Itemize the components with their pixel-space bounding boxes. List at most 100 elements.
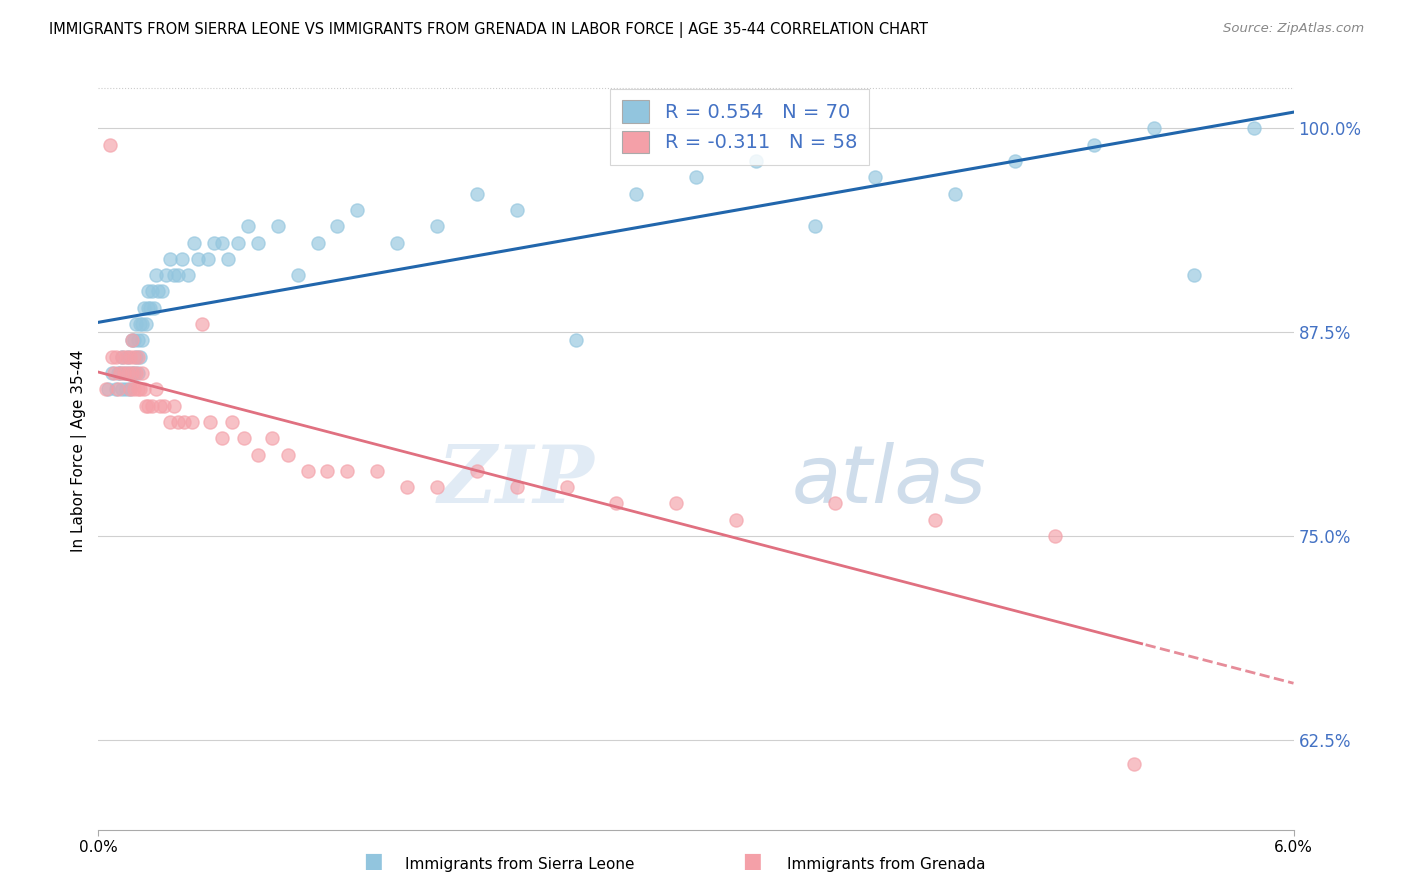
Text: Source: ZipAtlas.com: Source: ZipAtlas.com [1223,22,1364,36]
Point [366,464,388,478]
Point [297,464,319,478]
Point [111,350,134,364]
Point [129,317,152,331]
Point [131,317,153,331]
Point [112,366,135,380]
Text: atlas: atlas [792,442,987,520]
Point [187,252,209,266]
Point [260,431,283,445]
Point [153,399,176,413]
Point [127,366,149,380]
Point [173,415,195,429]
Point [506,202,529,217]
Point [465,464,488,478]
Point [221,415,243,429]
Point [1004,154,1026,169]
Point [129,382,152,396]
Point [96,382,118,396]
Point [665,496,688,510]
Point [143,301,166,315]
Point [159,415,181,429]
Point [159,252,181,266]
Point [277,448,299,462]
Point [1083,137,1105,152]
Point [336,464,359,478]
Point [139,301,162,315]
Point [1243,121,1265,136]
Point [117,366,139,380]
Point [191,317,214,331]
Point [267,219,290,234]
Point [136,399,159,413]
Point [127,350,149,364]
Point [135,399,157,413]
Point [120,382,142,396]
Point [226,235,249,250]
Point [121,334,143,348]
Point [117,350,139,364]
Point [211,431,233,445]
Point [287,268,309,282]
Point [121,334,143,348]
Point [134,382,156,396]
Point [145,268,167,282]
Point [181,415,204,429]
Point [863,170,886,185]
Point [924,513,946,527]
Point [120,350,142,364]
Text: ZIP: ZIP [437,442,595,519]
Point [385,235,409,250]
Point [115,350,138,364]
Point [183,235,205,250]
Point [1182,268,1205,282]
Text: ■: ■ [363,851,382,871]
Point [163,399,186,413]
Point [110,366,132,380]
Point [326,219,349,234]
Point [98,137,122,152]
Point [565,334,588,348]
Point [124,382,146,396]
Point [685,170,707,185]
Point [121,366,143,380]
Point [148,285,170,299]
Legend: R = 0.554   N = 70, R = -0.311   N = 58: R = 0.554 N = 70, R = -0.311 N = 58 [610,88,869,165]
Point [131,334,153,348]
Point [141,285,163,299]
Point [149,399,172,413]
Point [115,382,138,396]
Point [107,366,129,380]
Point [124,366,146,380]
Point [125,317,148,331]
Point [307,235,329,250]
Point [121,366,143,380]
Point [101,350,124,364]
Point [135,317,157,331]
Point [555,480,578,494]
Point [246,448,269,462]
Point [110,366,132,380]
Point [141,399,163,413]
Point [426,219,449,234]
Point [124,350,146,364]
Y-axis label: In Labor Force | Age 35-44: In Labor Force | Age 35-44 [72,350,87,551]
Point [134,301,156,315]
Point [136,285,159,299]
Point [112,366,135,380]
Point [626,186,648,201]
Point [131,366,153,380]
Point [111,350,134,364]
Text: Immigrants from Grenada: Immigrants from Grenada [786,857,986,872]
Point [605,496,627,510]
Point [127,334,149,348]
Text: IMMIGRANTS FROM SIERRA LEONE VS IMMIGRANTS FROM GRENADA IN LABOR FORCE | AGE 35-: IMMIGRANTS FROM SIERRA LEONE VS IMMIGRAN… [49,22,928,38]
Point [724,513,747,527]
Point [202,235,225,250]
Text: Immigrants from Sierra Leone: Immigrants from Sierra Leone [405,857,636,872]
Point [217,252,239,266]
Point [150,285,173,299]
Point [465,186,488,201]
Point [124,334,146,348]
Point [1143,121,1166,136]
Point [105,382,128,396]
